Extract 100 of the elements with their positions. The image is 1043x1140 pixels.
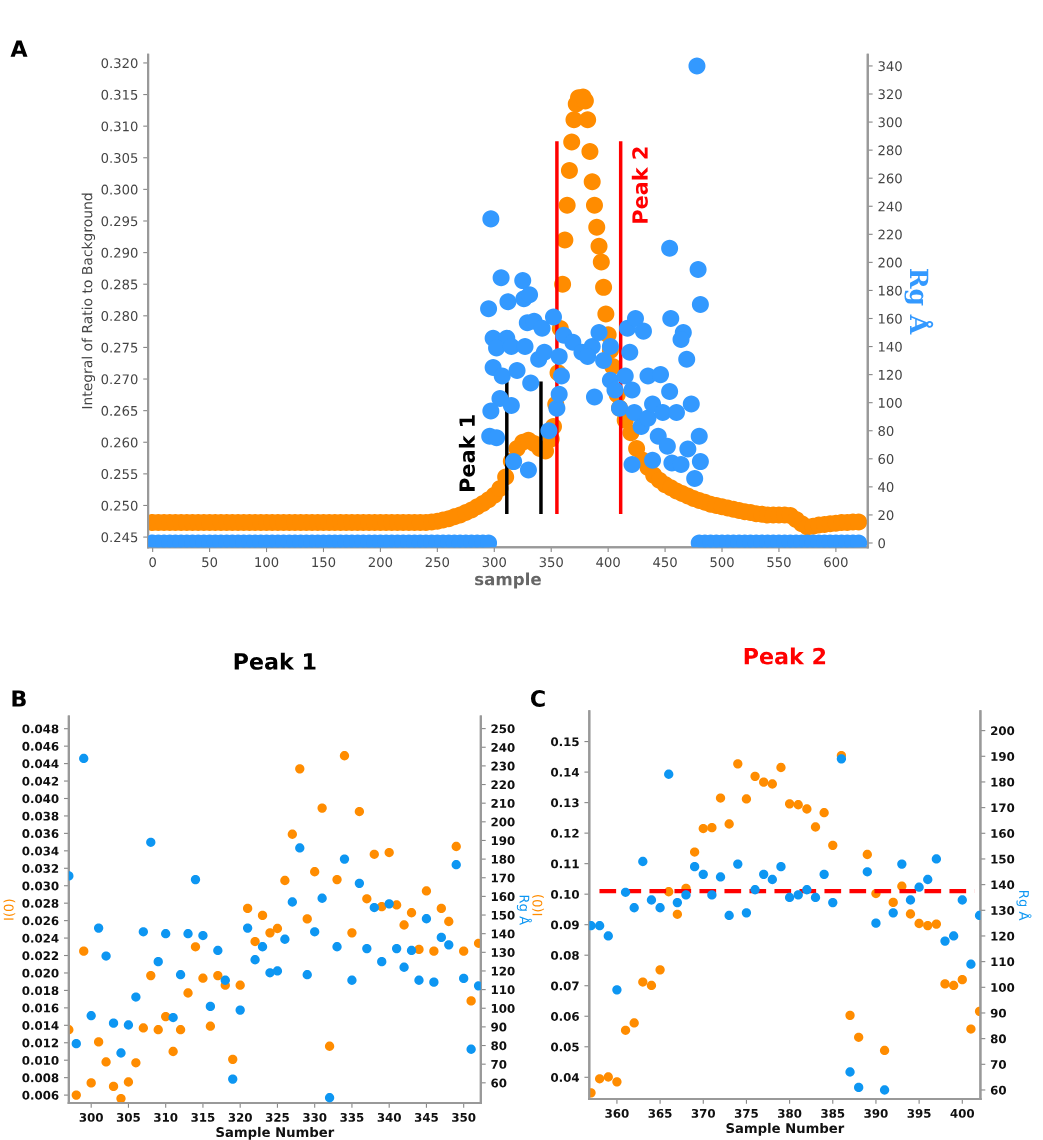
point [108, 1081, 119, 1092]
y2-tick-label: 160 [491, 892, 515, 902]
y2-tick-label: 90 [990, 1008, 1007, 1018]
x-tick-label: 400 [950, 1108, 975, 1118]
point [655, 903, 665, 913]
x-tick-label: 395 [907, 1108, 931, 1118]
x-tick-label: 380 [778, 1108, 802, 1118]
point [940, 979, 950, 989]
y2-tick-label: 150 [991, 854, 1015, 864]
text: A [10, 40, 28, 57]
point [220, 975, 230, 985]
point [672, 909, 683, 919]
y-tick-label: 0.010 [22, 1055, 59, 1065]
text: B [12, 690, 26, 707]
y-tick-label: 0.15 [551, 737, 579, 747]
point [429, 977, 439, 987]
y-tick-label: 0.012 [22, 1038, 59, 1048]
point [707, 822, 717, 833]
x-tick-label: 340 [377, 1112, 401, 1122]
point [966, 1024, 976, 1034]
x-tick-label: 450 [653, 557, 677, 568]
point [242, 923, 253, 933]
y2-tick-label: 280 [878, 145, 902, 156]
point [923, 874, 933, 885]
x-tick-label: 50 [202, 557, 218, 568]
point [724, 819, 734, 829]
y2-tick-label: 200 [991, 726, 1015, 736]
y2-tick-label: 260 [878, 173, 902, 184]
point [190, 942, 201, 952]
y2-tick-label: 340 [878, 61, 902, 72]
point [759, 777, 769, 787]
point [168, 1012, 178, 1023]
point [101, 951, 111, 961]
y-tick-label: 0.008 [22, 1073, 59, 1083]
y2-tick-label: 140 [491, 929, 515, 939]
x-tick-label: 600 [824, 557, 848, 568]
y2-tick-label: 180 [991, 777, 1015, 787]
y2-tick-label: 100 [878, 397, 902, 408]
point [369, 902, 379, 913]
point [391, 943, 402, 954]
point [612, 985, 622, 995]
point [272, 923, 283, 934]
y-tick-label: 0.028 [22, 898, 59, 908]
point [451, 841, 461, 852]
y-tick-label: 0.006 [22, 1090, 59, 1100]
y-tick-label: 0.14 [551, 767, 580, 777]
y-tick-label: 0.038 [22, 811, 59, 821]
y-tick-label: 0.290 [101, 247, 138, 258]
y-tick-label: 0.034 [22, 846, 59, 856]
y-tick-label: 0.09 [551, 920, 579, 930]
y-tick-label: 0.285 [101, 279, 138, 290]
y-tick-label: 0.030 [22, 881, 59, 891]
point [466, 996, 476, 1006]
x-tick-label: 350 [452, 1112, 476, 1122]
point [421, 914, 432, 924]
point [914, 918, 924, 929]
y2-tick-label: 130 [491, 948, 515, 957]
point [406, 908, 417, 918]
x-tick-label: 365 [648, 1108, 672, 1118]
y-tick-label: 0.255 [101, 469, 138, 480]
y-tick-label: 0.10 [551, 889, 580, 899]
point [280, 934, 290, 944]
y2-tick-label: 200 [491, 817, 515, 827]
y-tick-label: 0.016 [22, 1003, 59, 1013]
point [646, 980, 657, 991]
y-tick-label: 0.07 [551, 981, 579, 991]
point [93, 923, 104, 933]
point [153, 956, 163, 967]
point [724, 910, 734, 921]
point [819, 869, 829, 880]
x-tick-label: 370 [691, 1108, 716, 1118]
x-tick-label: 300 [79, 1112, 103, 1122]
point [793, 890, 803, 900]
point [698, 869, 708, 880]
point [280, 875, 290, 886]
y2-axis-title: Rg Å [516, 895, 532, 925]
y-axis-title: Integral of Ratio to Background [81, 193, 96, 409]
point [384, 847, 394, 858]
point [620, 887, 631, 897]
y-axis-title: I(0) [532, 895, 544, 916]
point [914, 882, 924, 892]
y2-tick-label: 70 [491, 1059, 507, 1069]
y-tick-label: 0.040 [22, 794, 59, 804]
point [784, 892, 795, 903]
point [888, 908, 898, 918]
x-tick-label: 315 [191, 1112, 215, 1122]
point [828, 897, 838, 908]
point [287, 897, 297, 907]
point [146, 837, 156, 847]
point [414, 975, 424, 985]
point [888, 897, 898, 908]
point [793, 800, 803, 810]
point [250, 936, 260, 947]
point [603, 931, 613, 941]
point [854, 1032, 864, 1042]
x-tick-label: 100 [255, 557, 279, 568]
point [629, 1018, 639, 1028]
point [646, 895, 657, 905]
y-tick-label: 0.270 [101, 374, 138, 385]
y-tick-label: 0.320 [101, 58, 138, 69]
